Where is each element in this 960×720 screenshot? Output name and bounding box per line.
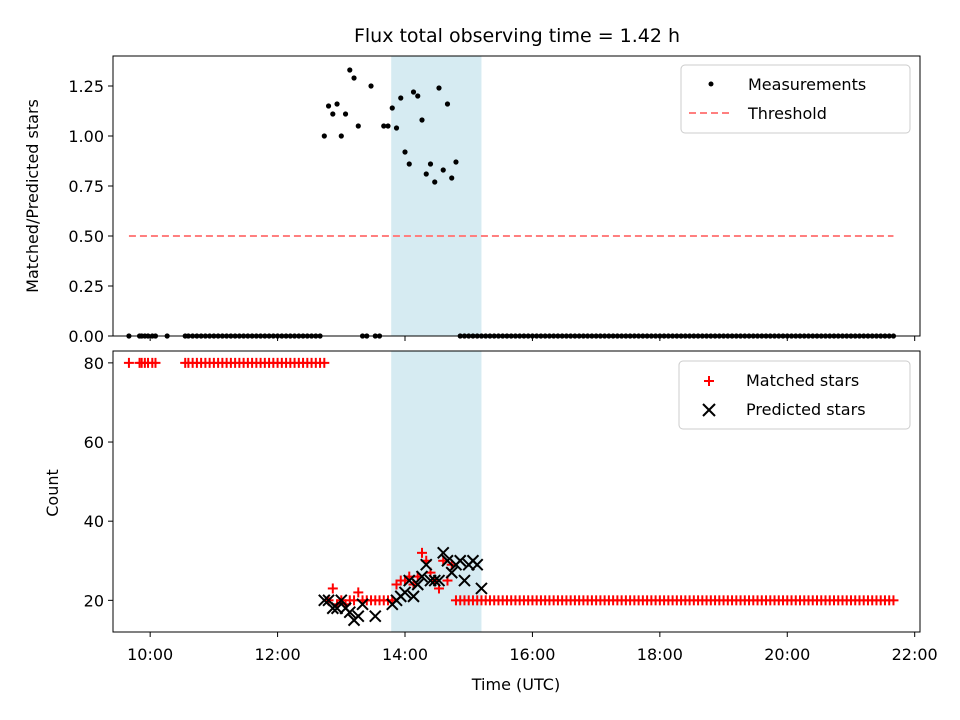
predicted-star-point (369, 609, 382, 623)
top-y-tick-label: 1.00 (68, 127, 104, 146)
predicted-star-point (458, 574, 471, 587)
measurement-point (321, 133, 327, 139)
x-axis-label: Time (UTC) (471, 675, 560, 694)
predicted-star-point (454, 554, 467, 567)
predicted-star-point (352, 609, 365, 623)
bottom-frame (112, 350, 921, 633)
measurement-point (393, 125, 400, 131)
bottom-y-axis-label: Count (43, 469, 62, 517)
legend-measurements-label: Measurements (748, 75, 866, 94)
predicted-star-point (415, 570, 429, 583)
bottom-legend: Matched stars Predicted stars (678, 360, 911, 430)
measurement-point (410, 89, 417, 95)
predicted-star-point (471, 558, 484, 571)
x-tick-label: 10:00 (127, 645, 173, 664)
measurement-point (325, 103, 332, 109)
top-y-tick-label: 0.75 (68, 177, 104, 196)
predicted-star-point (445, 566, 458, 579)
predicted-star-point (437, 546, 450, 560)
measurement-point (347, 67, 353, 73)
bottom-y-ticks: 20 40 60 80 (84, 354, 113, 610)
measurement-point (368, 83, 374, 89)
bottom-x-ticks: 10:00 12:00 14:00 16:00 18:00 20:00 22:00 (127, 632, 938, 664)
legend-matched-label: Matched stars (746, 371, 859, 390)
top-frame (112, 55, 921, 337)
measurement-point (406, 161, 412, 167)
measurement-point (419, 117, 425, 123)
bottom-y-tick-label: 60 (84, 433, 104, 452)
top-y-tick-label: 0.00 (68, 327, 104, 346)
legend-matched-marker (704, 376, 714, 386)
legend-predicted-label: Predicted stars (746, 400, 866, 419)
predicted-star-point (403, 574, 416, 587)
measurement-point (423, 171, 429, 177)
measurement-point (351, 75, 357, 81)
matched-star-point (319, 357, 330, 368)
measurement-point (389, 105, 395, 111)
measurement-point (342, 111, 349, 117)
bottom-y-tick-label: 40 (84, 512, 104, 531)
top-highlight-span (391, 56, 482, 336)
top-legend-box (680, 64, 911, 134)
matched-star-point (353, 587, 364, 598)
legend-threshold-label: Threshold (747, 104, 827, 123)
top-y-tick-label: 0.25 (68, 277, 104, 296)
top-panel: 0.00 0.25 0.50 0.75 1.00 1.25 Matched/Predict… (23, 55, 921, 346)
matched-star-point (150, 357, 161, 368)
bottom-y-tick-label: 20 (84, 591, 104, 610)
measurement-point (444, 101, 451, 107)
measurement-point (453, 159, 459, 165)
bottom-legend-box (678, 360, 911, 430)
matched-star-point (327, 583, 338, 594)
predicted-star-point (420, 558, 433, 571)
x-tick-label: 14:00 (382, 645, 428, 664)
x-tick-label: 22:00 (892, 645, 938, 664)
predicted-star-point (428, 574, 441, 587)
top-y-tick-label: 0.50 (68, 227, 104, 246)
top-y-axis-label: Matched/Predicted stars (23, 99, 42, 293)
measurement-point (432, 179, 438, 185)
measurement-point (449, 175, 455, 181)
x-tick-label: 18:00 (637, 645, 683, 664)
predicted-star-point (356, 598, 369, 611)
predicted-star-point (398, 586, 412, 599)
predicted-star-point (441, 554, 454, 567)
predicted-star-point (411, 578, 424, 591)
measurement-point (436, 85, 442, 91)
top-x-ticks (149, 336, 916, 341)
measurement-point (338, 133, 344, 139)
predicted-star-point (475, 582, 488, 595)
measurement-point (415, 93, 421, 99)
top-y-tick-label: 1.25 (68, 77, 104, 96)
x-tick-label: 12:00 (255, 645, 301, 664)
measurement-point (427, 161, 434, 167)
legend-predicted-marker (702, 403, 716, 417)
legend-measurements-marker (708, 81, 714, 87)
measurement-point (398, 95, 404, 101)
measurement-point (381, 123, 387, 129)
measurement-point (334, 101, 340, 107)
x-tick-label: 20:00 (764, 645, 810, 664)
top-y-ticks: 0.00 0.25 0.50 0.75 1.00 1.25 (68, 77, 113, 346)
chart-title: Flux total observing time = 1.42 h (354, 25, 680, 47)
matched-star-point (888, 595, 899, 606)
measurement-point (402, 149, 408, 155)
top-legend: Measurements Threshold (680, 64, 911, 134)
measurement-point (440, 167, 446, 173)
measurement-point (355, 123, 361, 129)
predicted-star-point (335, 594, 348, 607)
measurement-point (330, 111, 336, 117)
matched-star-point (123, 357, 134, 368)
measurement-point (385, 123, 391, 129)
bottom-panel: 20 40 60 80 10:00 12:00 14:00 16:00 18:00 20:00 2… (43, 350, 938, 694)
predicted-star-point (432, 574, 446, 587)
bottom-marks (123, 357, 899, 627)
bottom-highlight-span (391, 351, 482, 632)
matched-star-point (416, 547, 427, 558)
bottom-y-tick-label: 80 (84, 354, 104, 373)
predicted-star-point (407, 590, 420, 603)
x-tick-label: 16:00 (509, 645, 555, 664)
predicted-star-point (343, 606, 356, 619)
